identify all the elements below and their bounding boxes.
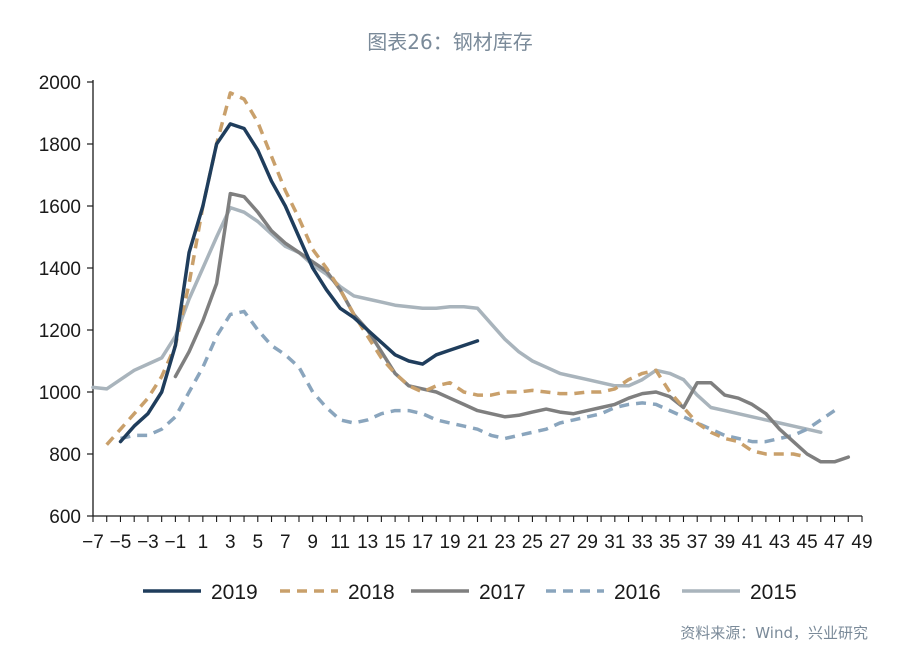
x-tick-label: 17 <box>412 532 433 553</box>
x-tick-label: −5 <box>110 532 132 553</box>
x-tick-label: 19 <box>439 532 460 553</box>
x-tick-label: 49 <box>851 532 872 553</box>
x-tick-label: −1 <box>165 532 187 553</box>
x-tick-label: 47 <box>824 532 845 553</box>
x-tick-label: 15 <box>385 532 406 553</box>
y-tick-label: 1000 <box>39 383 81 404</box>
series-line-2017 <box>173 191 851 464</box>
x-tick-label: 37 <box>687 532 708 553</box>
x-tick-label: 45 <box>797 532 818 553</box>
legend-label-2016: 2016 <box>614 581 661 604</box>
y-tick-label: 1200 <box>39 321 81 342</box>
x-tick-label: 25 <box>522 532 543 553</box>
chart-title: 图表26：钢材库存 <box>367 30 533 54</box>
x-tick-label: 11 <box>330 532 350 553</box>
x-tick-label: 33 <box>632 532 653 553</box>
x-tick-label: 7 <box>280 532 291 553</box>
legend-label-2019: 2019 <box>211 581 258 604</box>
x-tick-label: 41 <box>742 532 763 553</box>
x-tick-label: 13 <box>357 532 378 553</box>
x-tick-label: 21 <box>467 532 488 553</box>
legend: 2019 2018 2017 2016 2015 <box>143 581 797 604</box>
x-tick-label: 1 <box>198 532 209 553</box>
legend-label-2017: 2017 <box>479 581 526 604</box>
series-line-2016 <box>120 309 836 444</box>
x-tick-label: 23 <box>494 532 515 553</box>
y-tick-label: 1400 <box>39 259 81 280</box>
series-line-2018 <box>105 91 808 459</box>
series-line-2015 <box>91 205 823 435</box>
legend-label-2018: 2018 <box>348 581 395 604</box>
y-tick-label: 2000 <box>39 73 81 94</box>
x-tick-label: 9 <box>307 532 318 553</box>
source-note: 资料来源：Wind，兴业研究 <box>680 624 868 642</box>
x-tick-label: 5 <box>252 532 263 553</box>
legend-label-2015: 2015 <box>750 581 797 604</box>
x-tick-label: 27 <box>549 532 570 553</box>
x-tick-label: 39 <box>714 532 735 553</box>
series-layer <box>91 91 851 464</box>
y-tick-label: 1800 <box>39 135 81 156</box>
x-tick-label: 35 <box>659 532 680 553</box>
x-tick-label: 31 <box>604 532 625 553</box>
y-tick-label: 600 <box>49 507 81 528</box>
x-tick-label: 29 <box>577 532 598 553</box>
y-tick-label: 1600 <box>39 197 81 218</box>
x-tick-label: 3 <box>225 532 236 553</box>
series-line-2019 <box>118 122 480 444</box>
y-tick-label: 800 <box>49 445 81 466</box>
x-tick-label: −3 <box>137 532 159 553</box>
x-tick-label: 43 <box>769 532 790 553</box>
x-tick-label: −7 <box>82 532 104 553</box>
